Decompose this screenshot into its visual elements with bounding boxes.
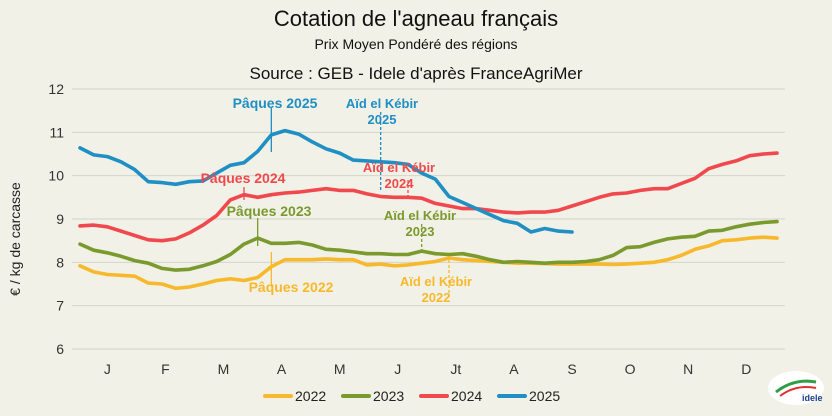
y-tick-label: 8 — [56, 254, 64, 270]
idele-logo: idele — [768, 371, 824, 405]
x-tick-label: O — [625, 361, 636, 377]
annotation-label: Pâques 2025 — [233, 95, 318, 111]
annotation-label: 2022 — [422, 290, 451, 305]
x-tick-label: Jt — [450, 361, 461, 377]
annotation-label: 2023 — [406, 224, 435, 239]
chart-subtitle: Prix Moyen Pondéré des régions — [314, 36, 518, 52]
series-line-2024 — [78, 151, 779, 243]
y-tick-label: 6 — [56, 341, 64, 357]
series-line-2022 — [78, 235, 779, 291]
annotation-label: 2025 — [368, 112, 397, 127]
y-tick-label: 12 — [48, 81, 64, 97]
annotation-label: Aïd el Kébir — [346, 96, 418, 111]
y-axis-label: € / kg de carcasse — [7, 182, 23, 296]
x-tick-label: F — [161, 361, 170, 377]
x-tick-label: S — [567, 361, 576, 377]
x-tick-label: J — [104, 361, 111, 377]
chart-source: Source : GEB - Idele d'après FranceAgriM… — [249, 64, 583, 83]
annotation-label: Aïd el Kébir — [400, 274, 472, 289]
series-line-2023 — [78, 219, 779, 272]
annotation-label: Pâques 2023 — [227, 203, 312, 219]
annotation-label: Pâques 2024 — [201, 170, 286, 186]
series-line-2025 — [78, 128, 574, 234]
y-tick-label: 9 — [56, 211, 64, 227]
y-tick-label: 10 — [48, 168, 64, 184]
legend-label: 2025 — [529, 388, 560, 404]
annotation-label: Aïd el Kébir — [363, 160, 435, 175]
annotation-label: 2024 — [385, 176, 415, 191]
legend-label: 2023 — [373, 388, 404, 404]
annotation-label: Pâques 2022 — [249, 279, 334, 295]
logo-text: idele — [802, 393, 823, 403]
y-tick-label: 11 — [49, 124, 64, 140]
annotation-label: Aïd el Kébir — [384, 208, 456, 223]
x-tick-label: N — [683, 361, 693, 377]
legend-label: 2024 — [451, 388, 482, 404]
legend-label: 2022 — [295, 388, 326, 404]
x-tick-label: D — [741, 361, 751, 377]
x-tick-label: J — [394, 361, 401, 377]
x-tick-label: M — [218, 361, 230, 377]
x-tick-label: M — [334, 361, 346, 377]
x-tick-label: A — [509, 361, 519, 377]
y-tick-label: 7 — [56, 298, 64, 314]
chart-title: Cotation de l'agneau français — [273, 6, 559, 31]
x-tick-label: A — [277, 361, 287, 377]
